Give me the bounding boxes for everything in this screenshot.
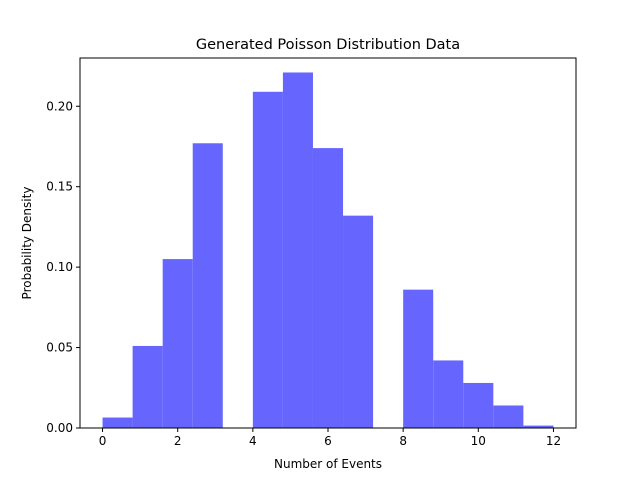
x-tick-label: 2 [174,434,182,448]
x-tick-label: 8 [399,434,407,448]
histogram-bar [312,148,344,428]
y-axis-label: Probability Density [20,187,34,300]
y-tick-label: 0.00 [46,421,73,435]
y-tick-label: 0.10 [46,260,73,274]
histogram-bar [403,289,434,428]
histogram-bar [282,72,313,428]
histogram-bar [433,360,464,428]
histogram-bar [343,215,374,428]
y-tick-label: 0.15 [46,180,73,194]
x-tick-label: 10 [471,434,486,448]
histogram-bar [192,143,223,428]
histogram-bar [463,382,494,428]
x-tick-label: 12 [546,434,561,448]
histogram-bar [162,259,193,428]
histogram-bar [493,405,524,428]
histogram-bar [132,345,163,428]
y-tick-label: 0.20 [46,99,73,113]
x-tick-label: 6 [324,434,332,448]
x-tick-label: 4 [249,434,257,448]
histogram-bar [523,425,554,428]
histogram-bar [252,91,283,429]
x-axis-label: Number of Events [274,457,382,471]
histogram-bar [102,417,133,428]
x-tick-label: 0 [99,434,107,448]
chart-title: Generated Poisson Distribution Data [196,37,460,53]
y-tick-label: 0.05 [46,341,73,355]
